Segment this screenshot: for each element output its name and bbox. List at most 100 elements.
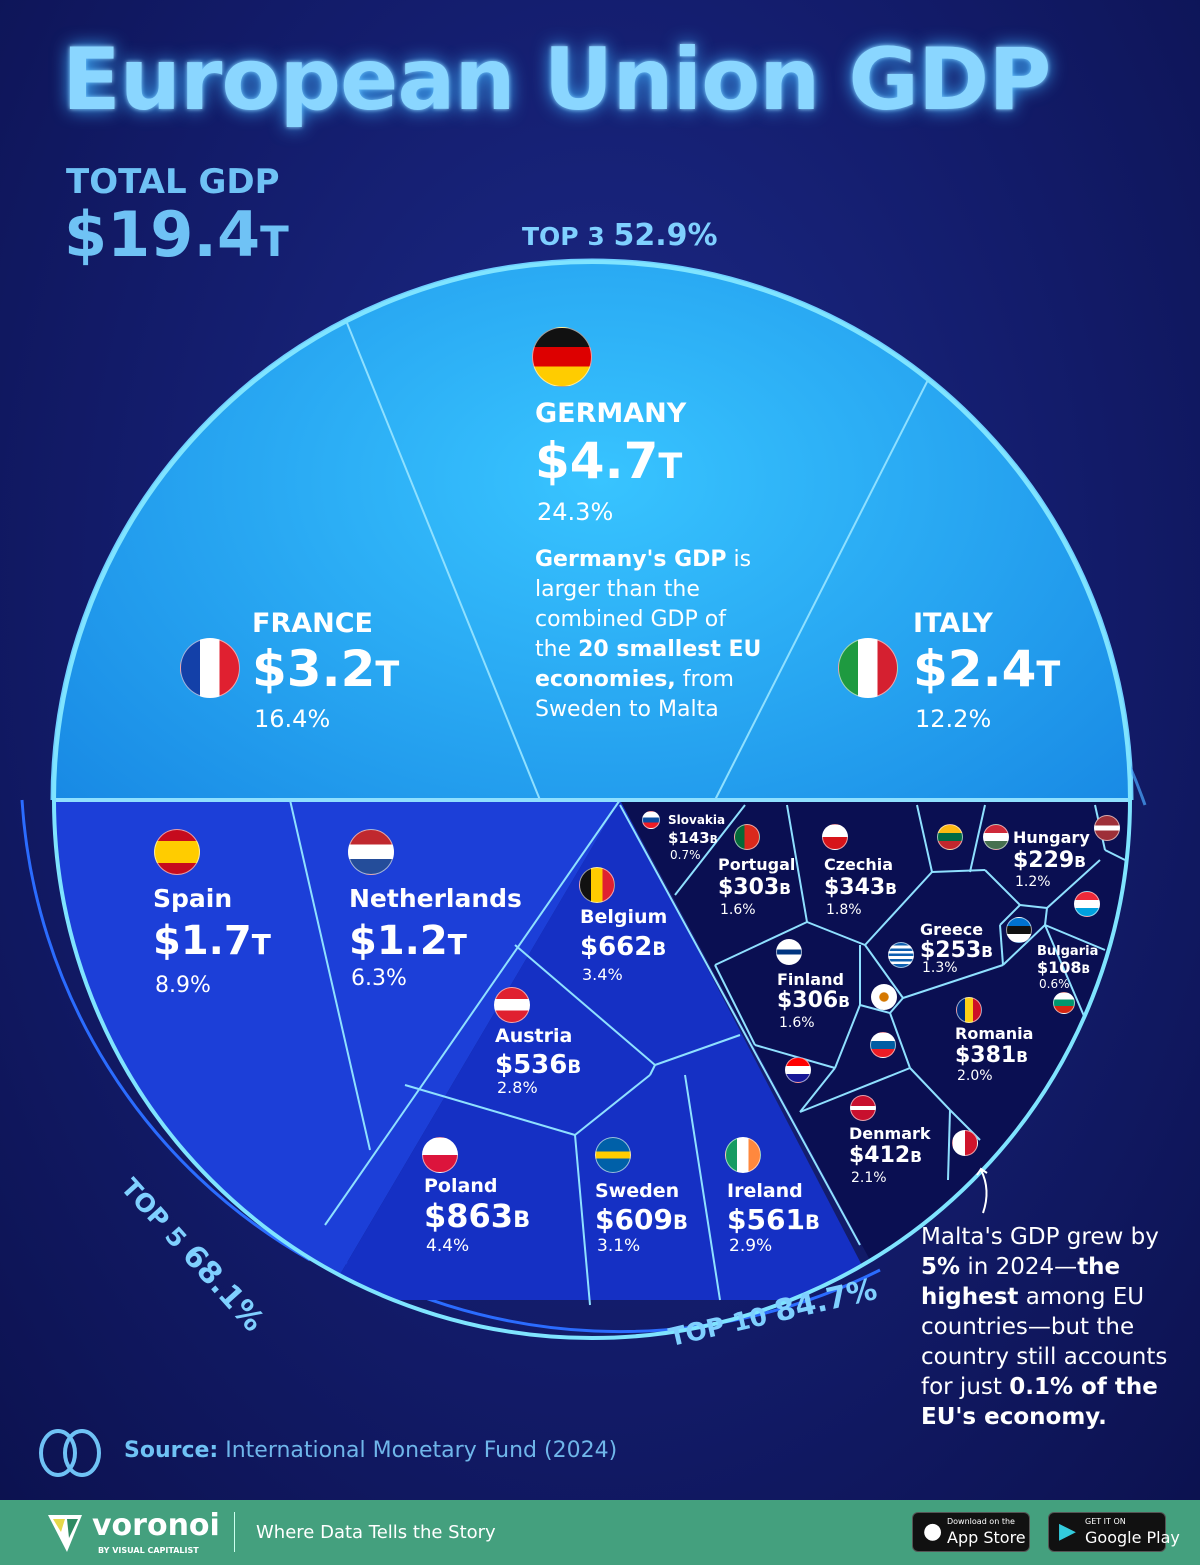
cell-border [324, 799, 621, 1226]
play-icon: ▶ [1059, 1519, 1076, 1544]
cell-border [999, 904, 1021, 926]
app-store-button[interactable]: ● Download on the App Store [912, 1512, 1030, 1552]
france-flag-icon [180, 638, 240, 698]
gdp-number: $609 [595, 1203, 673, 1236]
cell-border [574, 1074, 651, 1136]
country-share: 2.9% [729, 1236, 773, 1256]
denmark-flag-icon [850, 1095, 876, 1121]
country-name: Czechia [824, 855, 894, 874]
note-bold: Germany's GDP [535, 547, 727, 572]
gdp-unit: T [658, 447, 683, 487]
cell-border [714, 964, 756, 1046]
cell-border [1104, 849, 1126, 861]
estonia-flag-icon [1006, 917, 1032, 943]
cell-border [289, 799, 371, 1151]
cell-border [1044, 924, 1061, 961]
slovakia-flag-icon [642, 811, 660, 829]
country-share: 1.8% [826, 902, 862, 918]
cell-border [1044, 924, 1106, 951]
country-name: GERMANY [535, 398, 687, 429]
cell-border [999, 924, 1004, 966]
gdp-unit: B [885, 880, 897, 898]
greece-flag-icon [888, 942, 914, 968]
cyprus-flag-icon [871, 984, 897, 1010]
country-gdp: $609B [595, 1203, 688, 1236]
total-gdp-label: TOTAL GDP [66, 162, 280, 202]
gdp-unit: B [981, 943, 993, 961]
cell-border [344, 317, 541, 801]
country-name: FRANCE [252, 608, 373, 639]
country-name: Austria [495, 1025, 573, 1047]
austria-flag-icon [494, 987, 530, 1023]
ireland-flag-icon [725, 1137, 761, 1173]
gdp-number: $2.4 [913, 640, 1037, 698]
country-gdp: $1.7T [153, 918, 271, 964]
country-share: 16.4% [254, 705, 331, 733]
top3-value: 52.9% [613, 218, 718, 253]
country-gdp: $253B [920, 938, 993, 963]
gdp-unit: B [838, 993, 850, 1011]
latvia-flag-icon [1094, 815, 1120, 841]
finland-flag-icon [776, 939, 802, 965]
country-name: Spain [153, 884, 233, 913]
gdp-number: $4.7 [535, 432, 659, 490]
country-gdp: $412B [849, 1143, 922, 1168]
gdp-number: $303 [718, 875, 780, 900]
gdp-number: $343 [824, 875, 886, 900]
cell-border [864, 871, 933, 946]
cell-border [574, 1134, 591, 1306]
note-bold: 5% [921, 1254, 961, 1280]
country-gdp: $303B [718, 875, 791, 900]
gdp-number: $381 [955, 1043, 1017, 1068]
top3-region [54, 262, 1130, 800]
poland-flag-icon [422, 1137, 458, 1173]
gdp-unit: T [375, 655, 400, 695]
country-gdp: $3.2T [252, 640, 399, 698]
slovenia-flag-icon [870, 1032, 896, 1058]
cell-border [674, 804, 746, 896]
cell-border [1044, 907, 1048, 926]
google-play-button[interactable]: ▶ GET IT ON Google Play [1048, 1512, 1180, 1552]
cell-border [786, 804, 808, 923]
gdp-number: $1.2 [349, 918, 448, 964]
top3-label: TOP 3 52.9% [522, 218, 718, 253]
total-gdp-value: $19.4T [64, 198, 289, 271]
note-bold: the highest [921, 1254, 1121, 1310]
source-label: Source: [124, 1438, 219, 1463]
bulgaria-flag-icon [1053, 992, 1075, 1014]
gdp-unit: B [672, 1211, 688, 1234]
luxembourg-flag-icon [1074, 891, 1100, 917]
gdp-unit: B [804, 1211, 820, 1234]
country-name: ITALY [913, 608, 993, 639]
country-share: 0.7% [670, 848, 701, 862]
malta-flag-icon [952, 1130, 978, 1156]
cell-border [916, 804, 933, 873]
chart-title: European Union GDP [62, 30, 1051, 130]
country-name: Romania [955, 1024, 1034, 1043]
malta-note: Malta's GDP grew by 5% in 2024—the highe… [921, 1222, 1171, 1432]
country-name: Greece [920, 920, 984, 939]
country-gdp: $143B [668, 829, 718, 847]
note-bold: 20 smallest EU economies, [535, 637, 762, 692]
gdp-number: $229 [1013, 848, 1075, 873]
cell-border [654, 1034, 741, 1066]
play-label: Google Play [1085, 1528, 1180, 1547]
country-name: Finland [777, 970, 844, 989]
cell-border [649, 1064, 656, 1076]
cell-border [619, 804, 861, 1246]
arrow-icon [976, 1167, 988, 1214]
gdp-number: $412 [849, 1143, 911, 1168]
spain-flag-icon [154, 829, 200, 875]
country-share: 0.6% [1039, 977, 1070, 991]
gdp-number: $863 [424, 1197, 514, 1235]
country-share: 8.9% [155, 973, 211, 998]
gdp-number: $536 [495, 1050, 568, 1080]
germany-note: Germany's GDP is larger than the combine… [535, 545, 765, 725]
gdp-number: $108 [1037, 958, 1082, 977]
country-share: 2.8% [497, 1078, 538, 1097]
sweden-flag-icon [595, 1137, 631, 1173]
country-gdp: $108B [1037, 958, 1090, 977]
country-share: 6.3% [351, 966, 407, 991]
country-gdp: $536B [495, 1050, 581, 1080]
country-share: 1.2% [1015, 874, 1051, 890]
